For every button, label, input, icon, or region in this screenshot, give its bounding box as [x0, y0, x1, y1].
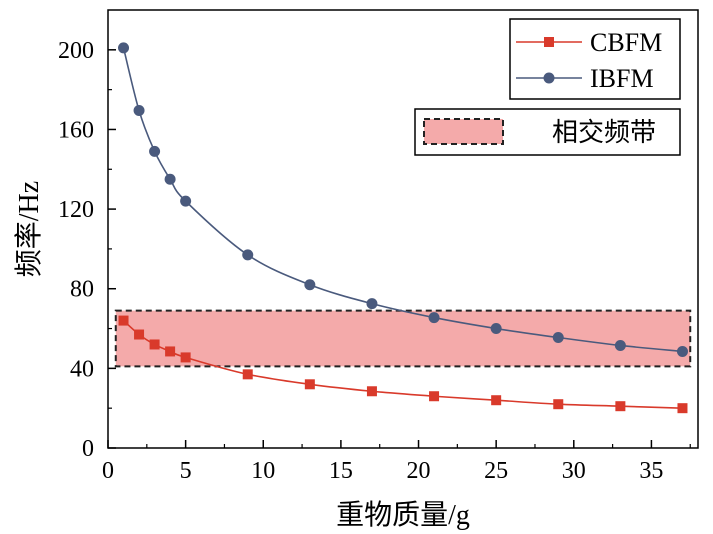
data-point-ibfm [304, 279, 316, 291]
data-point-ibfm [490, 323, 502, 335]
band-legend-label: 相交频带 [552, 118, 656, 147]
data-point-cbfm [615, 401, 626, 412]
series-layer [118, 42, 688, 414]
x-tick-label: 10 [251, 458, 275, 484]
y-axis-title: 频率/Hz [13, 181, 45, 277]
data-point-ibfm [366, 298, 378, 310]
data-point-cbfm [429, 391, 440, 402]
intersection-band [114, 309, 692, 368]
plot-frame [107, 9, 699, 449]
x-tick-label: 0 [102, 458, 114, 484]
data-point-ibfm [118, 42, 130, 54]
data-point-cbfm [242, 369, 253, 380]
y-tick-label: 80 [70, 277, 94, 303]
data-point-cbfm [366, 386, 377, 397]
x-tick-label: 25 [484, 458, 508, 484]
data-point-cbfm [149, 339, 160, 350]
y-tick-label: 120 [58, 197, 94, 223]
data-point-ibfm [164, 173, 176, 185]
x-tick-label: 5 [180, 458, 192, 484]
data-point-ibfm [180, 195, 192, 207]
legend-box [509, 18, 681, 100]
y-tick-label: 200 [58, 38, 94, 64]
y-tick-label: 0 [82, 436, 94, 462]
data-point-cbfm [491, 395, 502, 406]
data-point-ibfm [428, 312, 440, 324]
data-point-cbfm [304, 379, 315, 390]
data-point-ibfm [242, 249, 254, 261]
x-axis-title: 重物质量/g [336, 499, 470, 531]
data-point-cbfm [180, 352, 191, 363]
intersection-band-layer [114, 309, 692, 368]
legend-marker-ibfm [543, 72, 555, 84]
x-tick-label: 15 [329, 458, 353, 484]
data-point-ibfm [614, 339, 626, 351]
data-point-ibfm [133, 105, 145, 117]
data-point-cbfm [134, 329, 145, 340]
legend: CBFM IBFM 相交频带 [414, 18, 681, 156]
axes-layer: 0 5 10 15 20 25 30 35 0 40 80 120 160 200 [58, 9, 699, 484]
data-point-ibfm [149, 145, 161, 157]
legend-label-ibfm: IBFM [590, 64, 654, 93]
data-point-ibfm [552, 332, 564, 344]
data-point-ibfm [676, 345, 688, 357]
data-point-cbfm [553, 399, 564, 410]
x-tick-label: 35 [639, 458, 663, 484]
x-tick-label: 30 [562, 458, 586, 484]
band-legend-swatch [423, 118, 504, 145]
data-point-cbfm [118, 315, 129, 326]
x-tick-label: 20 [407, 458, 431, 484]
data-point-cbfm [165, 346, 176, 357]
data-point-cbfm [677, 403, 688, 414]
series-ibfm [118, 42, 688, 357]
series-cbfm [118, 315, 688, 414]
legend-label-cbfm: CBFM [590, 28, 662, 57]
y-tick-label: 40 [70, 356, 94, 382]
legend-marker-cbfm [544, 37, 554, 47]
y-tick-label: 160 [58, 117, 94, 143]
